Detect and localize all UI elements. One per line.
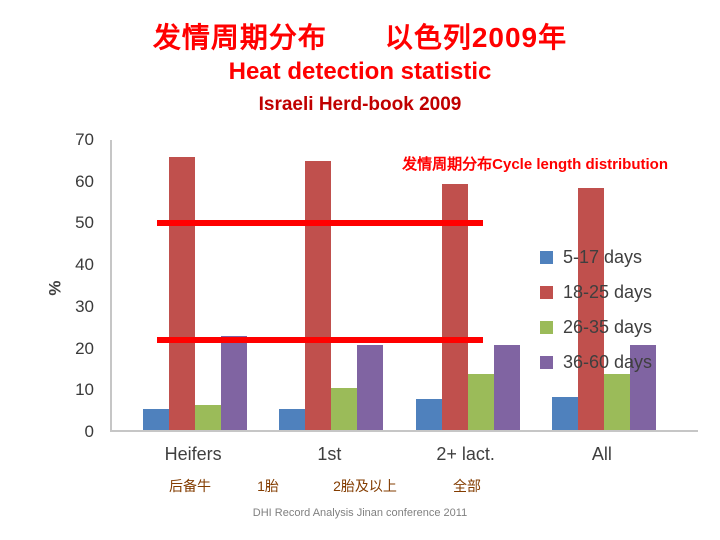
reference-line — [157, 337, 483, 344]
bar-36-60-days — [629, 344, 656, 430]
x-category-label-chinese: 2胎及以上 — [333, 478, 397, 494]
bar-5-17-days — [143, 409, 170, 430]
bar-group-heifers — [127, 140, 263, 430]
bar-group-2-lact- — [400, 140, 536, 430]
bar-group-all — [536, 140, 672, 430]
legend-swatch-icon — [540, 251, 553, 264]
x-category-label: 1st — [317, 444, 342, 464]
plot-area: 发情周期分布Cycle length distribution — [110, 140, 698, 432]
bar-18-25-days — [169, 156, 196, 430]
bar-26-35-days — [331, 388, 358, 430]
y-tick-label: 60 — [75, 171, 94, 191]
y-axis-ticks: 0 10 20 30 40 50 60 70 — [62, 130, 100, 441]
legend-swatch-icon — [540, 286, 553, 299]
slide-title-english: Heat detection statistic — [228, 58, 492, 85]
y-tick-label: 30 — [75, 296, 94, 316]
x-category-label: 2+ lact. — [436, 444, 495, 464]
y-tick-label: 20 — [75, 338, 94, 358]
legend-swatch-icon — [540, 321, 553, 334]
y-tick-label: 70 — [75, 130, 94, 149]
chart-annotation: 发情周期分布Cycle length distribution — [402, 156, 668, 173]
bar-chart: % 0 10 20 30 40 50 60 70 发情周期分布Cycle length dis… — [46, 130, 710, 500]
bar-5-17-days — [551, 396, 578, 430]
x-category-label-chinese: 1胎 — [257, 478, 279, 494]
legend-item: 26-35 days — [540, 310, 652, 345]
x-category-label-chinese: 全部 — [453, 478, 481, 494]
y-tick-label: 10 — [75, 380, 94, 400]
x-category-label: Heifers — [164, 444, 222, 464]
bar-18-25-days — [577, 188, 604, 430]
slide-title-chinese: 发情周期分布 以色列2009年 — [152, 22, 568, 53]
bar-18-25-days — [305, 160, 332, 430]
legend-label: 36-60 days — [563, 352, 653, 372]
legend-label: 5-17 days — [563, 247, 643, 267]
y-tick-label: 40 — [75, 255, 94, 275]
x-category-label: All — [591, 444, 612, 464]
chart-legend: 5-17 days 18-25 days 26-35 days 36-60 days — [540, 240, 652, 380]
legend-label: 18-25 days — [563, 282, 653, 302]
y-tick-label: 50 — [75, 213, 94, 233]
x-axis-labels-chinese: 后备牛 1胎 2胎及以上 全部 — [110, 476, 698, 494]
legend-label: 26-35 days — [563, 317, 653, 337]
x-category-label-chinese: 后备牛 — [169, 478, 211, 494]
legend-item: 36-60 days — [540, 345, 652, 380]
legend-swatch-icon — [540, 356, 553, 369]
y-tick-label: 0 — [84, 422, 94, 441]
bar-26-35-days — [603, 373, 630, 430]
footer-note: DHI Record Analysis Jinan conference 201… — [252, 507, 468, 519]
legend-item: 18-25 days — [540, 275, 652, 310]
bar-5-17-days — [279, 409, 306, 430]
bar-36-60-days — [357, 344, 384, 430]
bar-36-60-days — [493, 344, 520, 430]
x-axis-labels: Heifers 1st 2+ lact. All — [110, 444, 698, 468]
bar-36-60-days — [221, 336, 248, 430]
bar-5-17-days — [415, 398, 442, 430]
bar-26-35-days — [467, 373, 494, 430]
bar-26-35-days — [195, 405, 222, 430]
legend-item: 5-17 days — [540, 240, 652, 275]
bar-group-1st — [263, 140, 399, 430]
reference-line — [157, 220, 483, 227]
slide-subtitle: Israeli Herd-book 2009 — [258, 94, 462, 115]
